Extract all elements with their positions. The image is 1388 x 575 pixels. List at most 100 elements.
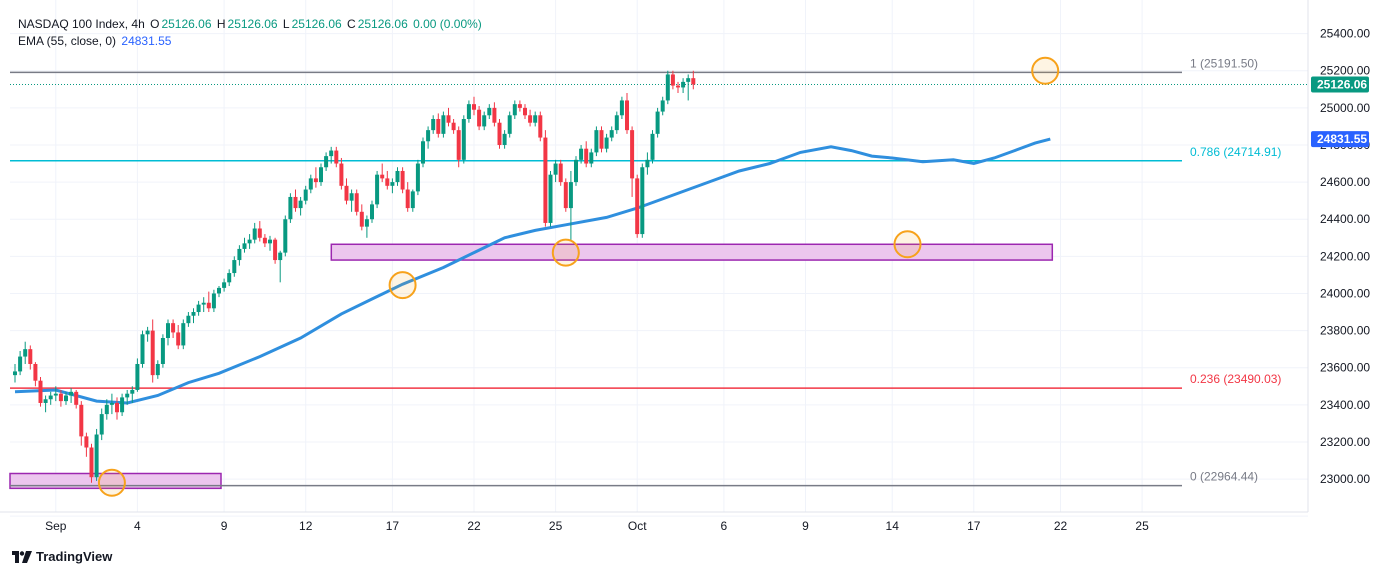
- candle-body: [421, 141, 425, 164]
- candle: [181, 319, 186, 350]
- candle-body: [232, 260, 237, 274]
- candle-body: [38, 380, 43, 403]
- candle: [635, 174, 640, 238]
- y-tick-label: 23800.00: [1320, 324, 1370, 338]
- candle: [461, 115, 466, 164]
- candle-body: [18, 356, 23, 372]
- candle: [196, 300, 201, 316]
- candle-body: [53, 393, 58, 396]
- candle-body: [171, 323, 176, 333]
- candle: [517, 100, 522, 112]
- candle: [609, 126, 614, 142]
- ema-price-tag: 24831.55: [1317, 132, 1367, 146]
- candle: [23, 341, 28, 364]
- candle: [99, 408, 104, 441]
- candle-body: [405, 189, 410, 209]
- candle-body: [145, 330, 150, 335]
- candle-body: [354, 193, 359, 212]
- candle-body: [589, 152, 594, 164]
- highlight-circle: [388, 271, 417, 300]
- candle: [691, 70, 696, 90]
- candle: [477, 106, 482, 131]
- candle: [155, 360, 160, 379]
- candle-body: [426, 130, 431, 142]
- candle-body: [43, 399, 48, 403]
- candle-body: [201, 302, 206, 305]
- candle-body: [23, 349, 28, 357]
- candle: [548, 170, 553, 227]
- candle-body: [665, 74, 670, 101]
- x-tick-label: Sep: [45, 519, 67, 533]
- candle: [415, 159, 420, 196]
- candle-body: [497, 122, 502, 145]
- candle-body: [579, 148, 584, 160]
- x-tick-label: 22: [1054, 519, 1068, 533]
- candle-body: [502, 133, 507, 145]
- highlight-circle: [97, 468, 126, 497]
- candle-body: [477, 109, 482, 127]
- low-label: L: [282, 17, 290, 31]
- candle: [604, 133, 609, 153]
- candle: [94, 428, 99, 481]
- candle: [273, 237, 278, 264]
- candle: [359, 204, 364, 231]
- tradingview-logo[interactable]: TradingView: [12, 549, 112, 564]
- candle-body: [456, 130, 461, 160]
- candle-body: [553, 163, 558, 175]
- candle: [166, 319, 170, 346]
- candle: [421, 137, 425, 168]
- candle-body: [104, 404, 109, 415]
- ema-legend[interactable]: EMA (55, close, 0) 24831.55: [18, 34, 173, 48]
- x-tick-label: 9: [221, 519, 228, 533]
- x-tick-label: 17: [967, 519, 981, 533]
- candle-body: [400, 170, 405, 190]
- candle: [574, 156, 578, 186]
- candle-body: [278, 252, 283, 261]
- candle: [400, 167, 405, 194]
- candle: [319, 163, 323, 186]
- highlight-circles: [97, 56, 1060, 497]
- candle: [176, 325, 181, 350]
- candle: [64, 391, 68, 405]
- candle: [227, 269, 232, 287]
- candle: [206, 291, 211, 313]
- brand-name: TradingView: [36, 549, 113, 564]
- candle-body: [298, 200, 303, 209]
- candle-body: [283, 219, 288, 253]
- y-tick-label: 23400.00: [1320, 398, 1370, 412]
- candle-body: [655, 111, 660, 134]
- candle: [568, 170, 573, 242]
- candle-body: [74, 391, 79, 405]
- candle-body: [431, 119, 436, 131]
- candle: [533, 111, 538, 127]
- ema-label: EMA (55, close, 0): [18, 34, 117, 48]
- candle-body: [681, 81, 686, 88]
- candle-body: [512, 104, 517, 116]
- x-tick-label: 25: [549, 519, 563, 533]
- candle: [354, 189, 359, 216]
- candle-body: [640, 167, 645, 235]
- candle: [579, 144, 584, 164]
- candle: [523, 104, 527, 119]
- candle-body: [660, 100, 665, 112]
- candle: [237, 245, 242, 266]
- candle-body: [94, 434, 99, 478]
- fib-label: 0.786 (24714.91): [1190, 145, 1281, 159]
- candle-body: [166, 323, 170, 339]
- candle: [283, 215, 288, 257]
- candle: [344, 178, 349, 205]
- candle-body: [538, 115, 543, 138]
- candle: [324, 152, 329, 171]
- last-price-tag: 25126.06: [1317, 77, 1367, 91]
- candle-body: [415, 163, 420, 192]
- candle: [288, 193, 293, 223]
- candle-body: [604, 137, 609, 149]
- y-tick-label: 24200.00: [1320, 249, 1370, 263]
- candle-body: [262, 237, 267, 244]
- candle-body: [99, 414, 104, 435]
- highlight-circle: [893, 230, 922, 259]
- candle: [232, 256, 237, 277]
- candle: [431, 115, 436, 134]
